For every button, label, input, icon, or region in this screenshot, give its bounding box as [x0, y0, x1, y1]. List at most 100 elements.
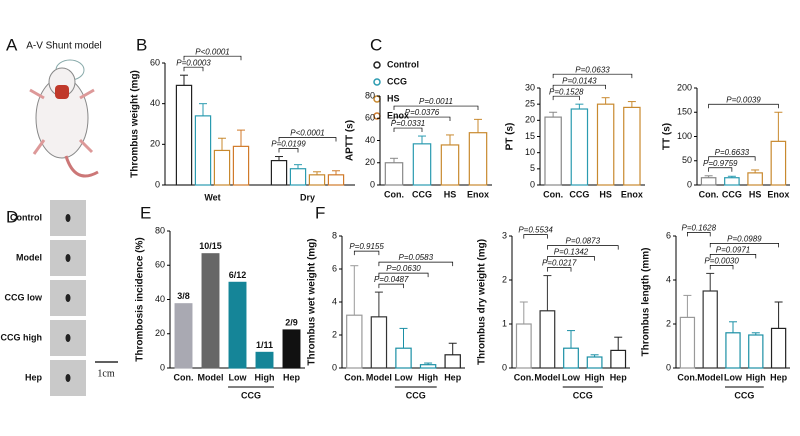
x-tick-label: Low — [395, 372, 414, 382]
bar — [346, 314, 363, 369]
panel-letter: D — [6, 207, 18, 226]
y-tick-label: 80 — [365, 90, 375, 100]
x-tick-label: Wet — [204, 192, 220, 202]
bar — [384, 162, 404, 186]
significance-bracket — [393, 127, 423, 133]
sample-label: CCG high — [1, 332, 43, 342]
significance-label: P=0.0989 — [727, 235, 762, 244]
significance-bracket — [552, 84, 606, 90]
bar — [563, 347, 579, 369]
significance-bracket — [547, 256, 595, 261]
bar — [228, 281, 247, 369]
x-tick-label: Con. — [174, 372, 194, 382]
x-tick-label: Con. — [543, 189, 563, 199]
bar — [289, 168, 307, 186]
y-tick-label: 0 — [530, 179, 535, 189]
significance-bracket — [183, 66, 204, 72]
significance-label: P=0.0217 — [542, 259, 577, 268]
legend-label: HS — [387, 93, 400, 103]
y-tick-label: 30 — [525, 82, 535, 92]
significance-bracket — [687, 232, 711, 237]
significance-bracket — [523, 234, 548, 239]
value-label: 6/12 — [229, 270, 247, 280]
significance-bracket — [552, 95, 580, 101]
y-tick-label: 4 — [666, 274, 671, 284]
value-label: 2/9 — [285, 317, 298, 327]
x-tick-label: High — [255, 372, 275, 382]
significance-bracket — [708, 103, 779, 109]
significance-label: P=0.0971 — [716, 246, 750, 255]
panel-letter: B — [136, 35, 147, 54]
significance-bracket — [547, 267, 572, 272]
x-tick-label: High — [418, 372, 438, 382]
bar — [544, 116, 562, 186]
x-tick-label: Hep — [610, 372, 628, 382]
y-tick-label: 80 — [155, 225, 165, 235]
significance-label: P=0.0003 — [176, 58, 211, 67]
x-tick-label: Enox — [767, 189, 789, 199]
significance-label: P<0.0001 — [290, 129, 324, 138]
y-axis-label: Thrombus dry weight (mg) — [477, 239, 488, 365]
bar — [570, 108, 589, 186]
y-tick-label: 0 — [502, 362, 507, 372]
significance-bracket — [183, 55, 242, 61]
legend-marker — [373, 78, 381, 86]
bar — [468, 132, 488, 186]
panel-letter: F — [315, 203, 325, 222]
significance-bracket — [709, 243, 779, 248]
bar — [725, 332, 741, 369]
significance-bracket — [378, 283, 404, 289]
significance-bracket — [708, 156, 756, 161]
bar — [440, 144, 460, 186]
panel-title: A-V Shunt model — [26, 41, 102, 52]
x-tick-label: Con. — [699, 189, 719, 199]
x-tick-label: Dry — [300, 192, 315, 202]
significance-label: P=0.0331 — [391, 119, 425, 128]
bar — [770, 140, 787, 186]
x-tick-label: Hep — [283, 372, 301, 382]
y-tick-label: 0 — [370, 179, 375, 189]
thrombus — [65, 334, 71, 342]
x-tick-label: Con. — [514, 372, 534, 382]
bar — [444, 354, 461, 369]
panel-letter: A — [6, 35, 18, 54]
bar — [327, 174, 345, 186]
y-axis-label: APTT (s) — [345, 120, 356, 161]
x-tick-label: Con. — [384, 189, 404, 199]
x-tick-label: Con. — [677, 372, 697, 382]
x-tick-label: High — [585, 372, 605, 382]
bar — [702, 290, 718, 369]
y-tick-label: 20 — [525, 115, 535, 125]
y-tick-label: 60 — [150, 57, 160, 67]
significance-bracket — [708, 167, 733, 172]
x-tick-label: Model — [534, 372, 560, 382]
y-tick-label: 5 — [530, 163, 535, 173]
bar — [395, 347, 412, 369]
y-axis-label: Thrombosis incidence (%) — [135, 237, 146, 361]
x-tick-label: HS — [444, 189, 457, 199]
bar — [419, 364, 437, 369]
x-tick-label: CCG — [412, 189, 432, 199]
legend-label: CCG — [387, 76, 407, 86]
y-tick-label: 150 — [677, 107, 692, 117]
x-tick-label: Hep — [770, 372, 788, 382]
thrombus — [65, 374, 71, 382]
y-tick-label: 2 — [666, 318, 671, 328]
significance-label: P<0.0001 — [195, 47, 229, 56]
bar — [610, 349, 627, 369]
y-tick-label: 100 — [677, 131, 692, 141]
legend-marker — [373, 61, 381, 69]
significance-label: P=0.0039 — [726, 95, 761, 104]
y-tick-label: 20 — [150, 139, 160, 149]
bar — [194, 115, 212, 186]
x-tick-label: Model — [697, 372, 723, 382]
x-tick-label: CCG — [569, 189, 589, 199]
scale-label: 1cm — [97, 368, 114, 379]
legend-label: Control — [387, 59, 419, 69]
y-tick-label: 0 — [332, 362, 337, 372]
x-tick-label: Enox — [621, 189, 643, 199]
thrombus — [65, 254, 71, 262]
y-tick-label: 6 — [332, 263, 337, 273]
bar — [308, 174, 326, 186]
significance-label: P=0.0873 — [566, 237, 601, 246]
